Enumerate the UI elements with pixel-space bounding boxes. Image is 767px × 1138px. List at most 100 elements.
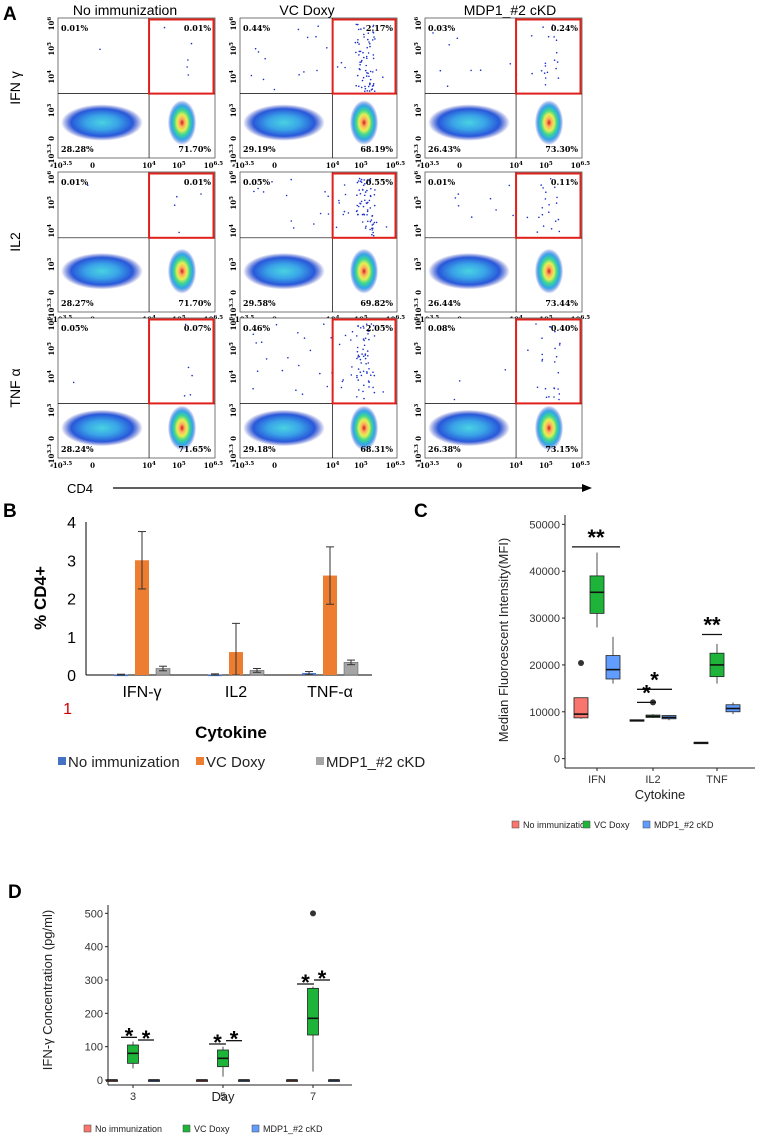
y-tick-label: 0 — [414, 290, 423, 295]
y-tick-exponent: 3 — [414, 257, 420, 261]
event-dot — [363, 213, 365, 216]
x-tick-label: 104 — [326, 161, 340, 170]
d-x-tick-label: 7 — [310, 1091, 316, 1103]
b-y-axis-title: % CD4+ — [31, 566, 50, 630]
event-dot — [357, 379, 360, 381]
quadrant-upper-left-percent: 0.46% — [243, 323, 270, 333]
x-tick-label: 104 — [142, 461, 156, 470]
y-tick-label: 0 — [47, 136, 56, 141]
event-dot — [489, 197, 492, 200]
event-dot — [357, 205, 360, 208]
event-dot — [364, 227, 367, 229]
event-dot — [351, 366, 353, 368]
event-dot — [359, 371, 362, 374]
y-tick-exponent: 6 — [414, 317, 420, 321]
event-dot — [356, 335, 358, 337]
event-dot — [559, 342, 561, 345]
y-tick-exponent: 3.3 — [414, 444, 420, 454]
event-dot — [541, 213, 544, 216]
event-dot — [303, 71, 305, 73]
b-category-label: TNF-α — [307, 684, 353, 701]
cd4-negative-population — [243, 252, 325, 290]
event-dot — [361, 221, 364, 223]
y-tick-exponent: 6 — [47, 171, 53, 175]
x-tick-exponent: 4 — [152, 161, 156, 167]
y-tick-label: 104 — [47, 370, 56, 384]
b-legend-label: No immunization — [68, 754, 180, 771]
x-tick-label: 105 — [539, 161, 553, 170]
event-dot — [295, 389, 297, 392]
x-tick-label: 0 — [90, 461, 95, 470]
event-dot — [365, 64, 368, 67]
event-dot — [479, 69, 482, 71]
c-legend-swatch — [642, 820, 651, 829]
event-dot — [371, 214, 374, 217]
quadrant-upper-left-percent: 0.03% — [428, 23, 455, 33]
x-tick-exponent: 3.5 — [63, 161, 73, 167]
event-dot — [361, 213, 364, 216]
panel-a-label: A — [3, 4, 17, 25]
event-dot — [365, 55, 368, 58]
cd4-positive-population — [349, 100, 379, 145]
event-dot — [359, 63, 361, 66]
event-dot — [373, 335, 376, 337]
event-dot — [361, 59, 363, 62]
event-dot — [189, 394, 192, 396]
y-tick-exponent: 6 — [414, 171, 420, 175]
positive-gate-highlight — [148, 18, 215, 95]
d-y-tick-label: 0 — [97, 1075, 103, 1087]
event-dot — [557, 371, 560, 374]
event-dot — [287, 357, 289, 359]
quadrant-lower-left-percent: 26.38% — [428, 444, 461, 454]
event-dot — [470, 69, 472, 72]
column-title-no-immunization: No immunization — [73, 2, 177, 18]
panel-d-label: D — [8, 882, 22, 903]
event-dot — [504, 369, 507, 371]
event-dot — [356, 350, 359, 353]
event-dot — [298, 74, 300, 76]
panel-c: C 0 10000 20000 30000 40000 50000 IFN IL2 TNF Med… — [414, 501, 755, 830]
event-dot — [358, 85, 360, 88]
event-dot — [558, 393, 561, 395]
event-dot — [360, 86, 363, 89]
event-dot — [367, 38, 369, 41]
event-dot — [361, 353, 363, 355]
y-tick-label: 103 — [47, 103, 56, 117]
c-significance-star: ** — [703, 612, 721, 637]
quadrant-lower-right-percent: 68.31% — [360, 444, 393, 454]
y-tick-exponent: 5 — [47, 196, 53, 200]
cd4-positive-population — [349, 405, 379, 451]
event-dot — [368, 386, 370, 388]
event-dot — [364, 353, 367, 355]
event-dot — [355, 84, 358, 87]
cd4-positive-population — [349, 248, 379, 294]
x-tick-exponent: 5 — [549, 161, 553, 167]
c-significance-star: * — [650, 667, 659, 692]
quadrant-lower-right-percent: 68.19% — [360, 144, 393, 154]
cd4-negative-population — [428, 409, 510, 447]
event-dot — [542, 187, 544, 189]
c-x-axis-title: Cytokine — [635, 787, 686, 802]
event-dot — [372, 234, 375, 237]
event-dot — [554, 220, 557, 222]
quadrant-upper-left-percent: 0.05% — [61, 323, 88, 333]
y-tick-label: -103.3 — [47, 298, 56, 320]
y-tick-label: 103 — [229, 103, 238, 117]
event-dot — [343, 184, 346, 186]
x-tick-label: 106.5 — [204, 461, 223, 470]
event-dot — [176, 195, 178, 198]
y-tick-exponent: 3 — [47, 257, 53, 261]
event-dot — [342, 379, 345, 381]
event-dot — [362, 338, 365, 340]
event-dot — [374, 189, 376, 191]
event-dot — [550, 228, 553, 230]
event-dot — [545, 191, 547, 193]
x-tick-label: -103.5 — [417, 461, 439, 470]
event-dot — [555, 67, 557, 70]
positive-gate-highlight — [515, 18, 582, 95]
y-tick-exponent: 4 — [229, 224, 235, 228]
event-dot — [369, 228, 371, 231]
cd4-positive-population — [534, 100, 564, 145]
b-legend-swatch — [316, 757, 324, 765]
